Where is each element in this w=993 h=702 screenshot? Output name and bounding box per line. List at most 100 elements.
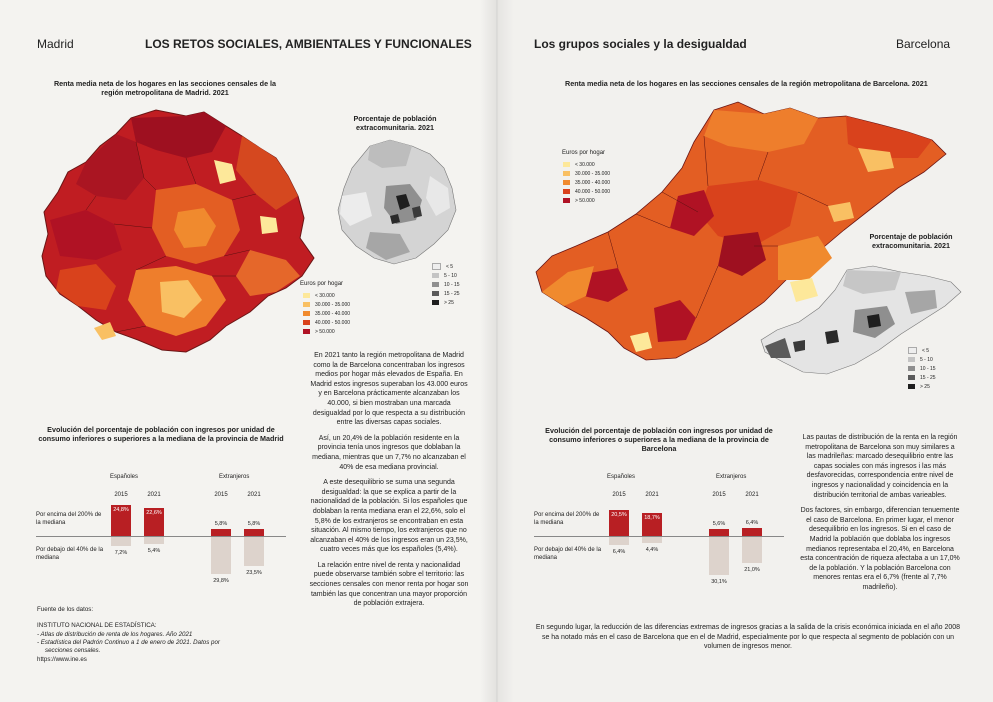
barcelona-value-above: 18,7%	[644, 514, 660, 521]
madrid-inset-south	[366, 232, 410, 260]
legend-swatch	[563, 198, 570, 203]
barcelona-value-below: 6,4%	[612, 549, 626, 555]
legend-label: > 25	[920, 383, 930, 390]
legend-swatch	[908, 366, 915, 371]
source-item: secciones censales.	[45, 647, 101, 654]
legend-swatch	[563, 180, 570, 185]
madrid-group-label-foreign: Extranjeros	[219, 474, 250, 480]
legend-label: 35.000 - 40.000	[575, 179, 611, 186]
legend-swatch	[432, 282, 439, 287]
inset-legend-item: 10 - 15	[432, 280, 460, 289]
legend-swatch	[563, 171, 570, 176]
madrid-income-map	[41, 109, 315, 353]
barcelona-inset-title: Porcentaje de población extracomunitaria…	[869, 232, 953, 250]
madrid-map-title: Renta media neta de los hogares en las s…	[53, 79, 277, 97]
legend-swatch	[908, 347, 917, 354]
legend-item: 30.000 - 35.000	[303, 300, 350, 309]
barcelona-inset-legend: < 5 5 - 10 10 - 15 15 - 25 > 25	[908, 346, 936, 391]
barcelona-group-label-spanish: Españoles	[607, 474, 636, 480]
barcelona-zone-yellow3	[828, 202, 854, 222]
inset-legend-item: 15 - 25	[432, 289, 460, 298]
barcelona-inset-dark3	[793, 340, 805, 352]
barcelona-zone-yellow4	[630, 332, 652, 352]
barcelona-bar-below	[709, 537, 729, 575]
madrid-bar-below	[111, 537, 131, 546]
barcelona-zone-wealthy4	[584, 268, 628, 302]
inset-legend-item: 10 - 15	[908, 364, 936, 373]
legend-label: < 30.000	[575, 161, 595, 168]
barcelona-row-label-above: Por encima del 200% de la mediana	[534, 512, 600, 526]
city-label-barcelona: Barcelona	[896, 37, 951, 51]
madrid-row-label-above: Por encima del 200% de la mediana	[36, 512, 102, 526]
legend-swatch	[432, 273, 439, 278]
legend-label: 30.000 - 35.000	[575, 170, 611, 177]
madrid-zone-northwest	[76, 134, 144, 200]
barcelona-inset-dark1	[867, 314, 881, 328]
paragraph: A este desequilibrio se suma una segunda…	[310, 479, 468, 554]
madrid-inset-dark1	[396, 194, 410, 210]
legend-item: > 50.000	[303, 327, 350, 336]
madrid-inset-north	[368, 140, 412, 168]
inset-legend-item: 15 - 25	[908, 373, 936, 382]
legend-label: 40.000 - 50.000	[315, 319, 351, 326]
madrid-value-above: 22,6%	[146, 509, 162, 516]
barcelona-year-label: 2015	[612, 492, 626, 498]
legend-swatch	[908, 384, 915, 389]
source-org: INSTITUTO NACIONAL DE ESTADÍSTICA:	[37, 622, 157, 629]
legend-swatch	[303, 311, 310, 316]
barcelona-value-above: 20,5%	[611, 512, 627, 519]
legend-swatch	[303, 329, 310, 334]
madrid-zone-north	[131, 112, 226, 158]
legend-label: 40.000 - 50.000	[575, 188, 611, 195]
barcelona-bar-below	[609, 537, 629, 545]
paragraph: La relación entre nivel de renta y nacio…	[309, 561, 469, 608]
madrid-inset-legend: < 5 5 - 10 10 - 15 15 - 25 > 25	[432, 262, 460, 307]
madrid-inset-dark2	[412, 206, 422, 218]
madrid-year-label: 2021	[147, 492, 161, 498]
madrid-legend: < 30.000 30.000 - 35.000 35.000 - 40.000…	[303, 291, 350, 336]
barcelona-legend-title: Euros por hogar	[562, 150, 606, 156]
madrid-chart-baseline	[36, 536, 286, 537]
barcelona-bar-above	[742, 528, 762, 536]
legend-item: 35.000 - 40.000	[563, 178, 610, 187]
madrid-bar-below	[244, 537, 264, 567]
madrid-bar-above	[144, 507, 164, 536]
legend-label: < 5	[922, 347, 930, 354]
source-item: - Atlas de distribución de renta de los …	[37, 631, 193, 638]
legend-label: 10 - 15	[920, 365, 936, 372]
madrid-legend-title: Euros por hogar	[300, 281, 344, 287]
madrid-bar-below	[144, 537, 164, 544]
paragraph: Así, un 20,4% de la población residente …	[312, 434, 466, 471]
madrid-zone-yellow2	[260, 216, 278, 234]
barcelona-zone-northeast	[846, 116, 932, 158]
barcelona-value-above: 6,4%	[745, 520, 759, 526]
legend-label: 30.000 - 35.000	[315, 301, 351, 308]
barcelona-zone-center	[698, 180, 798, 246]
paragraph: Las pautas de distribución de la renta e…	[802, 434, 958, 499]
madrid-inset-title: Porcentaje de población extracomunitaria…	[353, 114, 437, 132]
madrid-map-boundaries	[85, 141, 257, 333]
barcelona-bar-above	[642, 512, 662, 536]
legend-swatch	[432, 291, 439, 296]
legend-item: > 50.000	[563, 196, 610, 205]
madrid-row-label-below: Por debajo del 40% de la mediana	[36, 547, 104, 561]
barcelona-income-map	[535, 101, 947, 361]
legend-item: 35.000 - 40.000	[303, 309, 350, 318]
paragraph: Dos factores, sin embargo, diferencian t…	[800, 507, 960, 591]
left-page	[0, 0, 496, 702]
section-title-right: Los grupos sociales y la desigualdad	[534, 37, 747, 51]
section-title-left: LOS RETOS SOCIALES, AMBIENTALES Y FUNCIO…	[145, 37, 472, 51]
barcelona-bar-below	[742, 537, 762, 564]
legend-item: 30.000 - 35.000	[563, 169, 610, 178]
madrid-value-below: 29,8%	[213, 578, 229, 585]
madrid-zone-west	[50, 210, 122, 260]
legend-label: > 25	[444, 299, 454, 306]
madrid-zone-core	[174, 208, 216, 248]
barcelona-zone-coast	[778, 236, 832, 280]
legend-label: 10 - 15	[444, 281, 460, 288]
legend-swatch	[303, 293, 310, 298]
madrid-zone-southeast	[236, 250, 300, 296]
madrid-inset-dark3	[390, 214, 400, 224]
madrid-bar-above	[244, 528, 264, 536]
madrid-inset-west	[340, 192, 372, 226]
